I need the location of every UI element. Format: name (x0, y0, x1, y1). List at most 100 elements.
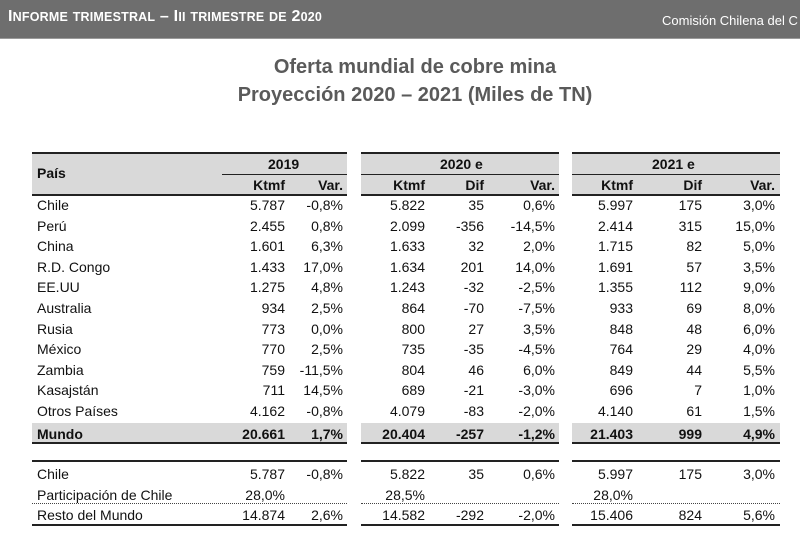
report-banner: INFORME TRIMESTRAL – III TRIMESTRE DE 20… (0, 0, 800, 38)
bottom-rule-2021 (572, 524, 780, 526)
cell-ktmf-2020: 864 (401, 300, 425, 316)
cell-ktmf-2020: 1.634 (389, 258, 425, 275)
cell-var-2021: 5,0% (743, 238, 775, 255)
cell-ktmf-2019: 28,0% (245, 486, 285, 503)
cell-ktmf-2019: 711 (262, 382, 285, 399)
cell-var-2019: 0,0% (311, 320, 343, 337)
cell-dif-2020: -35 (463, 341, 484, 358)
cell-ktmf-2021: 5.997 (597, 197, 633, 213)
cell-var-2021: 1,0% (743, 382, 775, 399)
cell-var-2021: 6,0% (743, 320, 775, 337)
cell-var-2020: -4,5% (518, 341, 555, 358)
cell-ktmf-2021: 5.997 (597, 466, 633, 482)
group-header-2020: 2020 e (440, 156, 483, 172)
cell-var-2019: 1,7% (311, 426, 343, 442)
cell-country: Otros Países (37, 403, 118, 419)
cell-var-2021: 8,0% (743, 300, 775, 316)
cell-dif-2021: 112 (679, 279, 702, 296)
cell-ktmf-2020: 5.822 (389, 197, 425, 213)
banner-divider (0, 38, 800, 39)
header-divider-2021 (572, 174, 780, 175)
cell-country: Chile (37, 466, 69, 482)
cell-var-2021: 4,9% (743, 426, 775, 442)
cell-var-2019: 2,5% (311, 300, 343, 316)
cell-ktmf-2020: 14.582 (382, 507, 425, 523)
subheader-ktmf-2021: Ktmf (601, 177, 633, 193)
header-divider-2019 (222, 174, 347, 175)
cell-ktmf-2019: 4.162 (249, 403, 285, 419)
cell-country: Perú (37, 217, 67, 234)
cell-dif-2021: 999 (678, 426, 702, 442)
cell-dif-2021: 44 (686, 361, 702, 378)
cell-var-2021: 5,6% (743, 507, 775, 523)
cell-country: Participación de Chile (37, 486, 173, 503)
cell-dif-2020: -70 (463, 300, 484, 316)
cell-country: Zambia (37, 361, 84, 378)
cell-dif-2020: -21 (463, 382, 484, 399)
cell-dif-2020: 35 (468, 466, 484, 482)
cell-var-2021: 4,0% (743, 341, 775, 358)
cell-ktmf-2019: 1.601 (249, 238, 285, 255)
bottom-section-top-rule-2019 (32, 460, 347, 462)
cell-var-2020: -2,5% (518, 279, 555, 296)
cell-dif-2021: 69 (686, 300, 702, 316)
cell-dif-2020: -32 (463, 279, 484, 296)
cell-dif-2020: -257 (455, 426, 484, 442)
cell-country: México (37, 341, 82, 358)
column-header-pais: País (37, 165, 66, 181)
cell-dif-2021: 82 (686, 238, 702, 255)
cell-var-2021: 3,0% (743, 197, 775, 213)
cell-var-2019: 2,6% (311, 507, 343, 523)
cell-country: Chile (37, 197, 69, 213)
total-row-bg-2019 (32, 423, 347, 444)
cell-ktmf-2020: 4.079 (389, 403, 425, 419)
cell-dif-2021: 29 (686, 341, 702, 358)
cell-ktmf-2020: 28,5% (385, 486, 425, 503)
cell-ktmf-2021: 764 (609, 341, 633, 358)
cell-ktmf-2019: 5.787 (249, 197, 285, 213)
cell-ktmf-2019: 14.874 (242, 507, 285, 523)
cell-ktmf-2021: 1.355 (597, 279, 633, 296)
subheader-var-2019: Var. (318, 177, 343, 193)
cell-dif-2021: 315 (678, 217, 702, 234)
cell-ktmf-2021: 933 (609, 300, 633, 316)
cell-var-2020: -14,5% (510, 217, 555, 234)
subheader-dif-2020: Dif (465, 177, 484, 193)
cell-dif-2021: 7 (694, 382, 702, 399)
total-row-bg-2020 (361, 423, 559, 444)
cell-dif-2021: 175 (678, 466, 702, 482)
report-title: INFORME TRIMESTRAL – III TRIMESTRE DE 20… (8, 8, 323, 25)
cell-dif-2020: 35 (468, 197, 484, 213)
cell-var-2020: 2,0% (523, 238, 555, 255)
cell-var-2020: 6,0% (523, 361, 555, 378)
group-header-2019: 2019 (268, 156, 300, 172)
cell-var-2021: 3,5% (743, 258, 775, 275)
cell-ktmf-2019: 1.275 (249, 279, 285, 296)
cell-country: Australia (37, 300, 92, 316)
cell-country: Mundo (37, 426, 83, 442)
cell-ktmf-2020: 804 (401, 361, 425, 378)
cell-country: Resto del Mundo (37, 507, 143, 523)
bottom-rule-2020 (361, 524, 559, 526)
cell-dif-2020: 32 (468, 238, 484, 255)
cell-var-2020: -7,5% (518, 300, 555, 316)
cell-ktmf-2021: 4.140 (597, 403, 633, 419)
cell-ktmf-2020: 2.099 (389, 217, 425, 234)
cell-var-2019: -11,5% (299, 361, 343, 378)
table-subtitle: Proyección 2020 – 2021 (Miles de TN) (237, 84, 593, 106)
cell-ktmf-2019: 5.787 (249, 466, 285, 482)
cell-var-2019: 6,3% (311, 238, 343, 255)
cell-ktmf-2021: 21.403 (590, 426, 633, 442)
total-row-bg-2021 (572, 423, 780, 444)
cell-ktmf-2021: 848 (609, 320, 633, 337)
cell-var-2020: -1,2% (518, 426, 555, 442)
cell-dif-2021: 48 (686, 320, 702, 337)
subheader-ktmf-2019: Ktmf (253, 177, 285, 193)
cell-dif-2020: 201 (460, 258, 484, 275)
cell-dif-2020: 46 (468, 361, 484, 378)
cell-var-2019: 14,5% (303, 382, 343, 399)
bottom-section-top-rule-2021 (572, 460, 780, 462)
cell-country: China (37, 238, 74, 255)
cell-ktmf-2021: 849 (609, 361, 633, 378)
cell-ktmf-2020: 735 (401, 341, 425, 358)
